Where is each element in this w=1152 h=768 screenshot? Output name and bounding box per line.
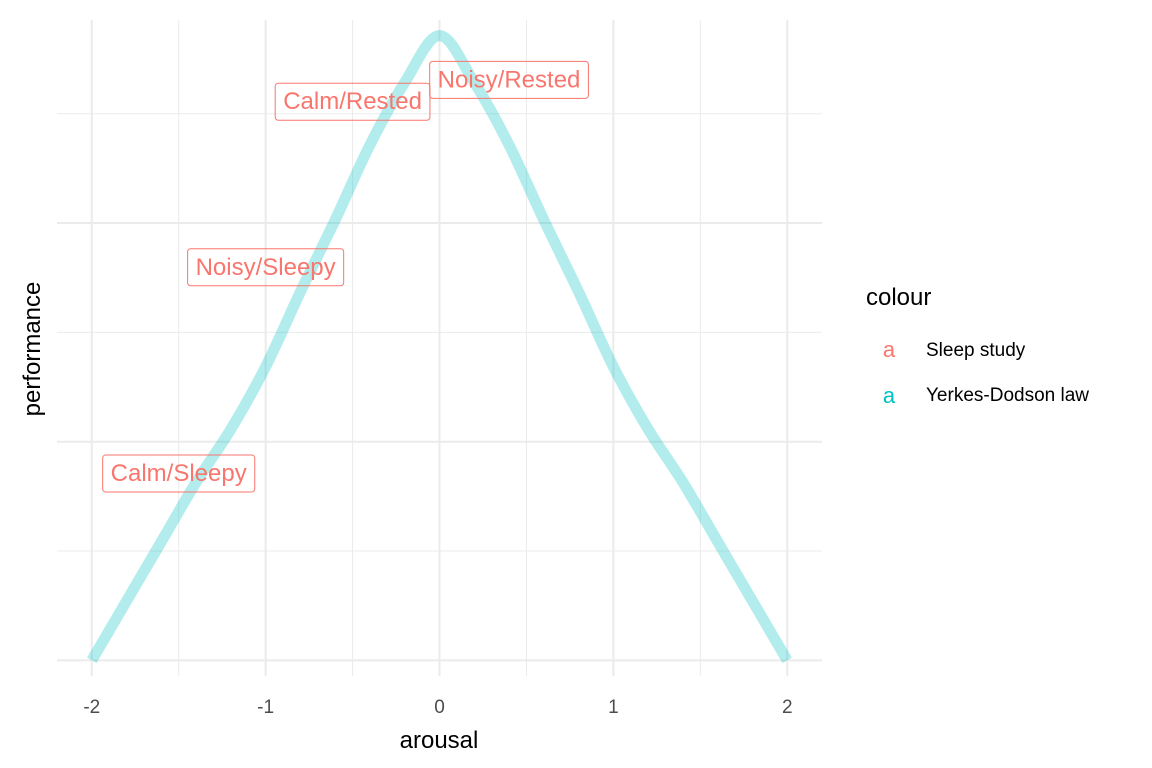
annotation-box [274, 82, 431, 121]
annotation-text: Noisy/Rested [438, 66, 581, 93]
annotation-text: Noisy/Sleepy [196, 254, 336, 281]
x-tick-label: -2 [83, 697, 100, 718]
legend-title: colour [866, 284, 931, 311]
annotation-box [102, 454, 256, 493]
yerkes-dodson-curve [87, 30, 792, 664]
x-tick-label: 1 [608, 697, 619, 718]
annotation-label: Calm/Sleepy [102, 454, 256, 493]
sleep-study-annotations: Calm/Sleepy Noisy/Sleepy Calm/Rested Noisy/… [102, 60, 589, 493]
annotation-text: Calm/Sleepy [111, 460, 247, 487]
x-tick-label: 2 [782, 697, 793, 718]
annotation-label: Noisy/Rested [429, 60, 589, 99]
annotation-box [187, 248, 345, 287]
x-tick-label: 0 [434, 697, 445, 718]
legend-key-yerkes-dodson: a [883, 383, 896, 408]
x-tick-label: -1 [257, 697, 274, 718]
legend: colour a Sleep study a Yerkes-Dodson law [866, 284, 1089, 408]
legend-label-yerkes-dodson: Yerkes-Dodson law [926, 385, 1089, 406]
legend-label-sleep-study: Sleep study [926, 340, 1026, 361]
legend-key-sleep-study: a [883, 337, 896, 362]
x-axis-title: arousal [400, 727, 479, 754]
x-axis-ticks: -2 -1 0 1 2 [83, 697, 792, 718]
annotation-label: Noisy/Sleepy [187, 248, 345, 287]
y-axis-title: performance [19, 282, 46, 417]
annotation-text: Calm/Rested [283, 88, 422, 115]
yerkes-dodson-line [87, 30, 792, 664]
gridlines [57, 20, 822, 676]
annotation-box [429, 60, 589, 99]
annotation-label: Calm/Rested [274, 82, 431, 121]
